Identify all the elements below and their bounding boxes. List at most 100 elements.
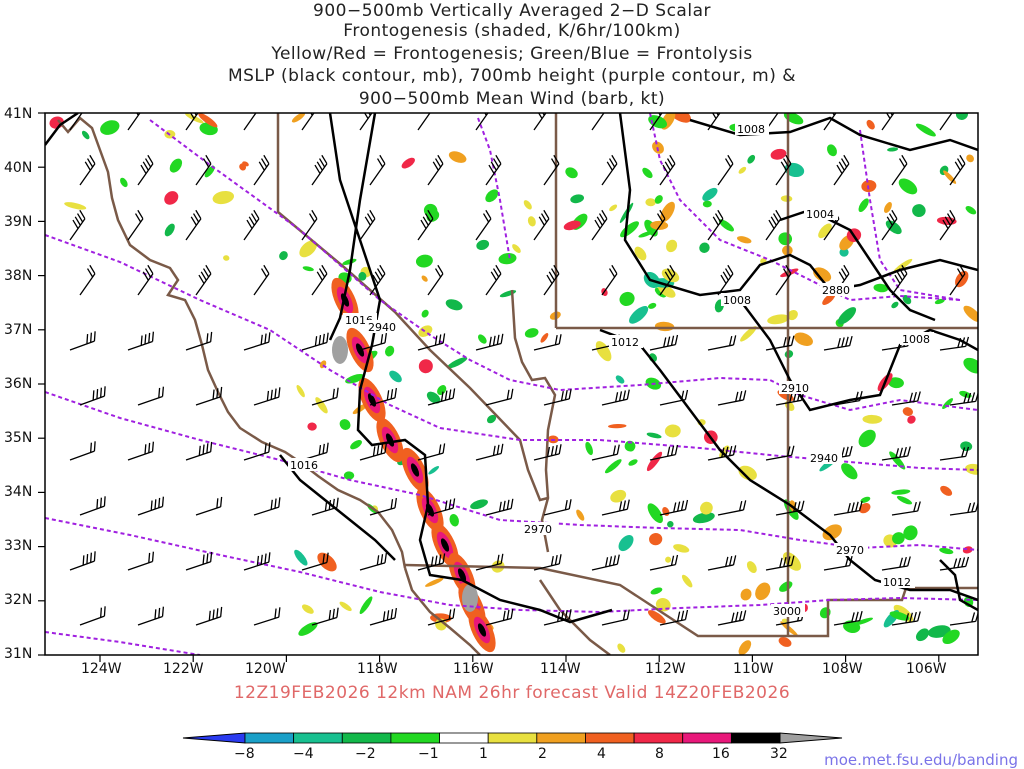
shade-cell bbox=[692, 512, 715, 524]
title-line-4: MSLP (black contour, mb), 700mb height (… bbox=[227, 66, 797, 86]
shade-cell bbox=[563, 220, 581, 231]
wind-barb bbox=[301, 113, 318, 131]
shade-cell bbox=[645, 198, 656, 207]
lon-label: 106W bbox=[906, 661, 947, 677]
wind-barb bbox=[417, 333, 446, 351]
wind-barb bbox=[69, 113, 86, 131]
lon-label: 116W bbox=[453, 661, 494, 677]
wind-barb bbox=[253, 264, 270, 296]
colorbar-swatch bbox=[293, 732, 343, 744]
shade-cell bbox=[644, 219, 658, 237]
shade-cell bbox=[664, 424, 681, 438]
height-contour bbox=[149, 119, 978, 412]
wind-barb bbox=[823, 113, 840, 131]
wind-barb bbox=[79, 606, 106, 626]
shade-cell bbox=[873, 283, 889, 293]
shade-cell bbox=[818, 223, 832, 239]
wind-barb bbox=[533, 209, 550, 241]
wind-barb bbox=[601, 609, 630, 626]
shade-cell bbox=[299, 240, 317, 258]
shade-cell bbox=[315, 397, 328, 414]
wind-barb bbox=[195, 606, 223, 626]
lat-label: 38N bbox=[4, 268, 33, 284]
wind-barb bbox=[243, 113, 260, 131]
shade-cell bbox=[343, 471, 355, 480]
shade-cell bbox=[662, 507, 670, 516]
wind-barb bbox=[427, 388, 456, 406]
shade-cell bbox=[610, 489, 627, 503]
california-nevada-border bbox=[276, 113, 549, 502]
shade-cell bbox=[476, 239, 490, 251]
wind-barb bbox=[543, 499, 572, 516]
wind-barb bbox=[127, 113, 144, 131]
lat-label: 36N bbox=[4, 376, 33, 392]
wind-barb bbox=[137, 264, 154, 296]
wind-barb bbox=[591, 113, 608, 131]
wind-barb bbox=[311, 154, 328, 186]
shade-cell bbox=[736, 236, 752, 244]
wind-barb bbox=[195, 386, 223, 406]
height-contour bbox=[859, 129, 961, 301]
colorbar-swatch bbox=[487, 732, 538, 744]
colorbar-swatch bbox=[341, 732, 392, 744]
wind-barb bbox=[707, 555, 737, 571]
colorbar-swatch bbox=[730, 732, 781, 744]
wind-barb bbox=[891, 611, 921, 626]
lat-label: 34N bbox=[4, 484, 33, 500]
wind-barb bbox=[543, 609, 572, 626]
shade-cell bbox=[939, 547, 954, 555]
shade-cell bbox=[527, 216, 536, 227]
height-contour bbox=[45, 234, 978, 471]
isobar bbox=[779, 208, 936, 322]
wind-barb bbox=[649, 554, 679, 571]
frontogenesis-shading bbox=[49, 113, 978, 655]
height-label: 2940 bbox=[368, 321, 396, 334]
shade-cell bbox=[449, 513, 459, 527]
wind-barb bbox=[775, 264, 792, 296]
wind-barb bbox=[601, 389, 630, 406]
shade-cell bbox=[628, 459, 638, 466]
shade-cell bbox=[415, 254, 433, 268]
shade-cell bbox=[965, 206, 977, 215]
wind-barb bbox=[475, 553, 504, 571]
shade-cell bbox=[298, 622, 318, 636]
shade-cell bbox=[779, 581, 793, 592]
shade-cell bbox=[783, 113, 804, 125]
california-coastline bbox=[57, 116, 407, 569]
shade-cell bbox=[477, 334, 487, 344]
wind-barb bbox=[659, 154, 676, 186]
wind-barb bbox=[891, 501, 921, 516]
wind-barb bbox=[707, 445, 737, 461]
shade-cell bbox=[617, 643, 626, 653]
shade-cell bbox=[888, 377, 904, 389]
wind-barb bbox=[243, 332, 271, 351]
shade-cell bbox=[794, 332, 813, 346]
shade-cell bbox=[966, 154, 974, 163]
wind-barb bbox=[659, 389, 689, 406]
shade-cell bbox=[649, 532, 663, 546]
colorbar-label: 16 bbox=[712, 746, 730, 762]
shade-cell bbox=[747, 154, 756, 164]
shade-cell bbox=[624, 440, 636, 452]
wind-barb bbox=[591, 444, 620, 461]
title-line-1: 900−500mb Vertically Averaged 2−D Scalar bbox=[313, 1, 711, 21]
shade-cell bbox=[301, 604, 314, 614]
wind-barb bbox=[543, 389, 572, 406]
wind-barb bbox=[891, 264, 908, 296]
shade-cell bbox=[595, 341, 612, 362]
wind-barb bbox=[417, 209, 434, 241]
nevada-arizona-colorado-river bbox=[510, 289, 557, 553]
shade-cell bbox=[955, 113, 969, 120]
shade-cell bbox=[359, 596, 373, 615]
wind-barb bbox=[127, 441, 155, 461]
wind-barbs bbox=[69, 113, 978, 626]
shade-cell bbox=[609, 204, 618, 212]
shade-cell bbox=[498, 252, 517, 265]
colorbar bbox=[182, 732, 843, 744]
shade-cell bbox=[604, 459, 622, 474]
credit-url[interactable]: moe.met.fsu.edu/banding bbox=[824, 751, 1018, 769]
shade-cell bbox=[887, 147, 899, 152]
wind-barb bbox=[485, 388, 514, 406]
wind-barb bbox=[417, 443, 446, 461]
wind-barb bbox=[543, 264, 560, 296]
